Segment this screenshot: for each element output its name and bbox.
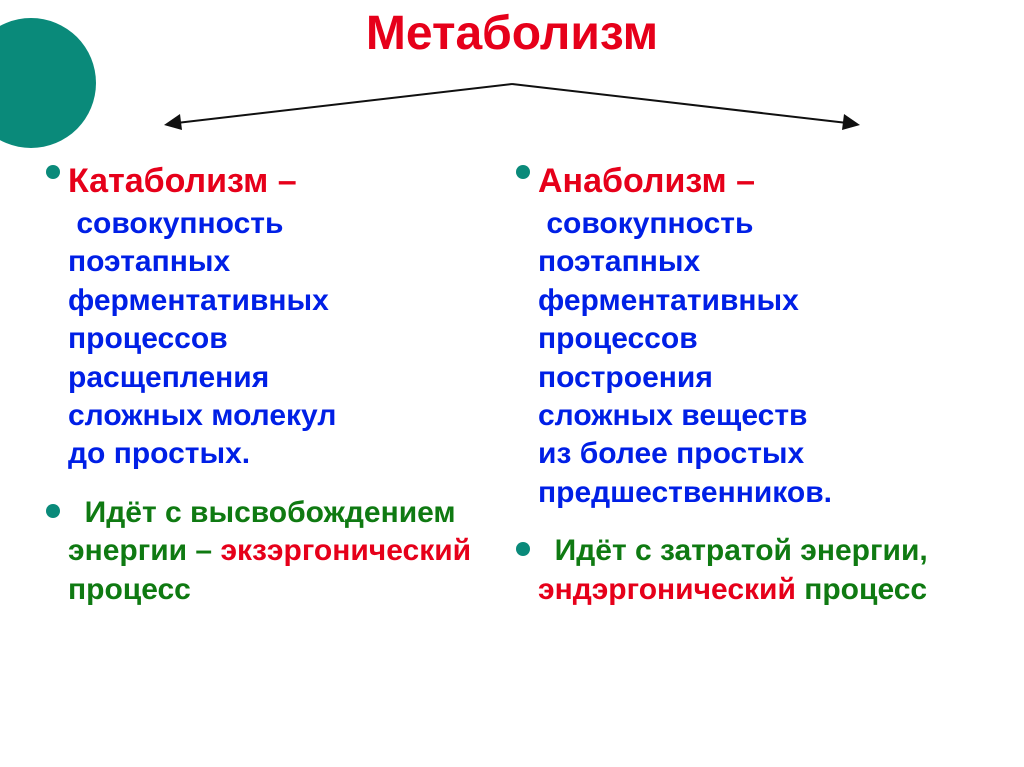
- anabolism-energy-note: Идёт с затратой энергии, эндэргонический…: [538, 532, 968, 609]
- text-line: сложных веществ: [538, 399, 807, 432]
- text-line: процессов: [538, 322, 698, 355]
- column-catabolism: Катаболизм – совокупность поэтапных фермен…: [68, 162, 498, 609]
- text-line: совокупность: [68, 207, 283, 240]
- branch-arrows-svg: [140, 80, 884, 140]
- catabolism-definition: совокупность поэтапных ферментативных проце…: [68, 205, 498, 474]
- column-anabolism: Анаболизм – совокупность поэтапных фермент…: [538, 162, 968, 609]
- text-line: сложных молекул: [68, 399, 336, 432]
- text-line: расщепления: [68, 361, 269, 394]
- text-line: поэтапных: [538, 245, 700, 278]
- bullet-icon: [46, 504, 60, 518]
- bullet-icon: [516, 165, 530, 179]
- catabolism-heading: Катаболизм –: [68, 162, 498, 201]
- text-line: совокупность: [538, 207, 753, 240]
- arrow-line-right: [512, 84, 856, 124]
- text-line: до простых.: [68, 437, 250, 470]
- text-line: процессов: [68, 322, 228, 355]
- bullet-icon: [516, 542, 530, 556]
- text-line: поэтапных: [68, 245, 230, 278]
- text-line: построения: [538, 361, 713, 394]
- text-line: ферментативных: [538, 284, 799, 317]
- text-line: предшественников.: [538, 476, 832, 509]
- text-line: ферментативных: [68, 284, 329, 317]
- slide: Метаболизм Катаболизм – совокупность поэт…: [0, 0, 1024, 767]
- page-title: Метаболизм: [0, 6, 1024, 61]
- branch-arrows: [140, 80, 884, 140]
- arrow-head-right: [842, 114, 860, 130]
- text-span: процесс: [68, 573, 191, 606]
- text-span: экзэргонический: [220, 534, 471, 567]
- anabolism-heading: Анаболизм –: [538, 162, 968, 201]
- catabolism-energy-note: Идёт с высвобождением энергии – экзэргон…: [68, 494, 498, 609]
- text-span: эндэргонический: [538, 573, 796, 606]
- text-span: процесс: [796, 573, 927, 606]
- text-span: Идёт с затратой энергии,: [555, 534, 928, 567]
- arrow-line-left: [168, 84, 512, 124]
- anabolism-definition: совокупность поэтапных ферментативных проце…: [538, 205, 968, 512]
- bullet-icon: [46, 165, 60, 179]
- text-line: из более простых: [538, 437, 804, 470]
- arrow-head-left: [164, 114, 182, 130]
